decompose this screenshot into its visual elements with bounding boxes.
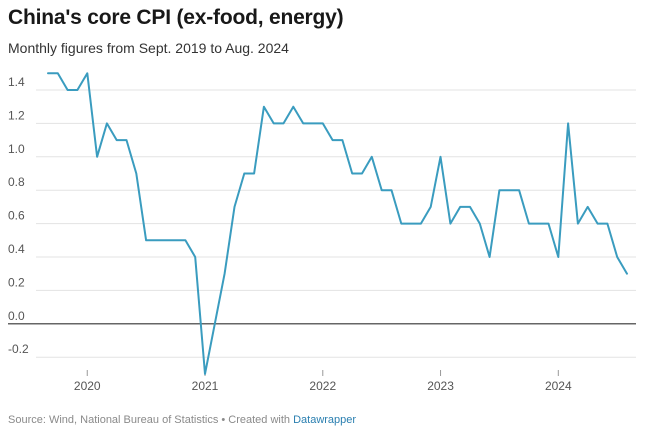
data-point[interactable] <box>134 171 139 176</box>
data-point[interactable] <box>75 88 80 93</box>
data-point[interactable] <box>261 104 266 109</box>
data-point[interactable] <box>124 138 129 143</box>
data-point[interactable] <box>566 121 571 126</box>
data-point[interactable] <box>203 371 208 376</box>
data-point[interactable] <box>291 104 296 109</box>
data-point[interactable] <box>95 154 100 159</box>
x-tick-label: 2023 <box>427 379 454 393</box>
data-point[interactable] <box>389 188 394 193</box>
data-point[interactable] <box>556 255 561 260</box>
datawrapper-link[interactable]: Datawrapper <box>293 414 357 426</box>
data-point[interactable] <box>487 255 492 260</box>
data-point[interactable] <box>114 138 119 143</box>
data-point[interactable] <box>144 238 149 243</box>
data-point[interactable] <box>55 71 60 76</box>
data-point[interactable] <box>163 238 168 243</box>
y-tick-label: -0.2 <box>8 342 29 356</box>
y-tick-label: 0.6 <box>8 209 25 223</box>
x-tick-label: 2020 <box>74 379 101 393</box>
data-point[interactable] <box>517 188 522 193</box>
data-point[interactable] <box>575 221 580 226</box>
data-point[interactable] <box>468 204 473 209</box>
data-point[interactable] <box>418 221 423 226</box>
data-point[interactable] <box>104 121 109 126</box>
chart-footer: Source: Wind, National Bureau of Statist… <box>8 414 356 426</box>
data-point[interactable] <box>536 221 541 226</box>
data-point[interactable] <box>438 154 443 159</box>
data-point[interactable] <box>212 321 217 326</box>
y-tick-label: 0.0 <box>8 309 25 323</box>
y-tick-label: 1.4 <box>8 75 25 89</box>
data-point[interactable] <box>301 121 306 126</box>
data-point[interactable] <box>46 71 51 76</box>
data-point[interactable] <box>330 138 335 143</box>
gridlines <box>8 89 636 358</box>
x-tick-label: 2021 <box>192 379 219 393</box>
y-tick-label: 0.4 <box>8 242 25 256</box>
x-tick-label: 2022 <box>309 379 336 393</box>
data-point[interactable] <box>65 88 70 93</box>
y-axis-tick-labels: 1.4 1.2 1.0 0.8 0.6 0.4 0.2 0.0 -0.2 <box>8 75 29 356</box>
data-point[interactable] <box>458 204 463 209</box>
data-point[interactable] <box>271 121 276 126</box>
y-tick-label: 0.2 <box>8 275 25 289</box>
data-point[interactable] <box>379 188 384 193</box>
data-point[interactable] <box>477 221 482 226</box>
data-point[interactable] <box>360 171 365 176</box>
y-tick-label: 1.0 <box>8 142 25 156</box>
data-point[interactable] <box>605 221 610 226</box>
data-point[interactable] <box>183 238 188 243</box>
source-note: Source: Wind, National Bureau of Statist… <box>8 414 294 426</box>
data-point[interactable] <box>526 221 531 226</box>
data-point[interactable] <box>340 138 345 143</box>
data-point[interactable] <box>507 188 512 193</box>
data-point[interactable] <box>369 154 374 159</box>
data-point[interactable] <box>311 121 316 126</box>
data-point[interactable] <box>399 221 404 226</box>
data-point[interactable] <box>448 221 453 226</box>
x-axis-tick-labels: 2020 2021 2022 2023 2024 <box>74 370 572 393</box>
data-point[interactable] <box>497 188 502 193</box>
data-point[interactable] <box>409 221 414 226</box>
data-point[interactable] <box>222 271 227 276</box>
data-point[interactable] <box>85 71 90 76</box>
data-point[interactable] <box>242 171 247 176</box>
y-tick-label: 0.8 <box>8 175 25 189</box>
data-point[interactable] <box>350 171 355 176</box>
data-point[interactable] <box>615 255 620 260</box>
data-point[interactable] <box>428 204 433 209</box>
data-point[interactable] <box>585 204 590 209</box>
data-point[interactable] <box>625 271 630 276</box>
data-point[interactable] <box>193 255 198 260</box>
y-tick-label: 1.2 <box>8 108 25 122</box>
data-point[interactable] <box>153 238 158 243</box>
data-point[interactable] <box>173 238 178 243</box>
series-layer <box>46 71 630 376</box>
x-tick-label: 2024 <box>545 379 572 393</box>
data-point[interactable] <box>232 204 237 209</box>
data-point[interactable] <box>546 221 551 226</box>
data-point[interactable] <box>320 121 325 126</box>
data-point[interactable] <box>595 221 600 226</box>
data-point[interactable] <box>281 121 286 126</box>
data-point[interactable] <box>252 171 257 176</box>
series-line-core-cpi <box>47 72 628 375</box>
chart-title: China's core CPI (ex-food, energy) <box>8 6 344 29</box>
chart-subtitle: Monthly figures from Sept. 2019 to Aug. … <box>8 40 289 56</box>
